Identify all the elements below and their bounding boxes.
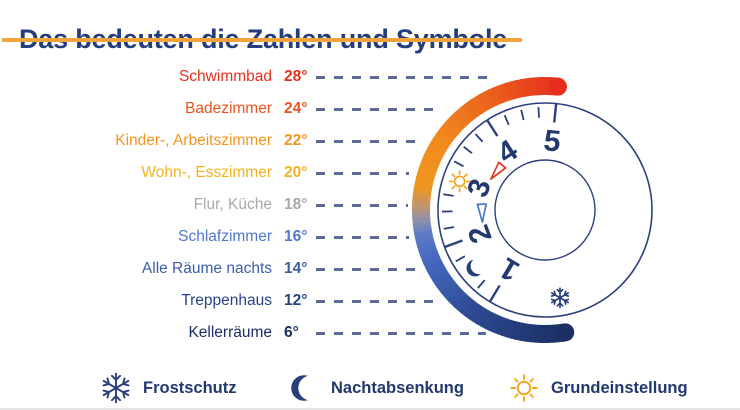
moon-icon bbox=[291, 375, 308, 401]
temperature-value: 20° bbox=[284, 164, 308, 181]
room-label: Badezimmer bbox=[185, 100, 272, 117]
dashed-leader-line bbox=[316, 76, 487, 79]
legend-item-frostschutz: Frostschutz bbox=[100, 372, 237, 404]
temperature-row: Schlafzimmer 16° bbox=[0, 226, 740, 248]
room-label: Kinder-, Arbeitszimmer bbox=[115, 132, 272, 149]
dial-major-tick bbox=[486, 119, 499, 137]
temperature-row: Kinder-, Arbeitszimmer 22° bbox=[0, 130, 740, 152]
temperature-value: 16° bbox=[284, 228, 308, 245]
dial-minor-tick bbox=[520, 109, 525, 121]
temperature-value: 14° bbox=[284, 260, 308, 277]
sun-icon bbox=[510, 374, 538, 402]
temperature-value: 24° bbox=[284, 100, 308, 117]
dial-minor-tick bbox=[463, 146, 473, 154]
dial-minor-tick bbox=[443, 226, 455, 230]
dial-number-5: 5 bbox=[542, 124, 562, 159]
dial-knob-circle bbox=[494, 159, 596, 261]
legend-item-nachtabsenkung: Nachtabsenkung bbox=[288, 372, 464, 404]
temperature-value: 6° bbox=[284, 324, 299, 341]
room-label: Kellerräume bbox=[188, 324, 272, 341]
dial-ticks bbox=[441, 103, 558, 302]
dial-minor-tick bbox=[443, 193, 454, 197]
dashed-leader-line bbox=[316, 204, 408, 207]
dial-minor-tick bbox=[537, 107, 540, 118]
title-underline bbox=[2, 38, 522, 42]
dial-major-tick bbox=[553, 103, 558, 123]
dial-major-tick bbox=[444, 239, 463, 248]
sun-icon bbox=[448, 170, 471, 193]
bottom-border bbox=[0, 408, 740, 410]
temperature-value: 28° bbox=[284, 68, 308, 85]
room-label: Alle Räume nachts bbox=[141, 260, 272, 277]
temperature-row: Wohn-, Esszimmer 20° bbox=[0, 162, 740, 184]
snowflake-icon bbox=[102, 372, 130, 404]
temperature-gradient-arc bbox=[412, 77, 575, 344]
temperature-row: Flur, Küche 18° bbox=[0, 194, 740, 216]
temperature-value: 18° bbox=[284, 196, 308, 213]
dial-minor-tick bbox=[453, 160, 464, 168]
dashed-leader-line bbox=[316, 108, 442, 111]
blue-pointer bbox=[476, 203, 488, 224]
dashed-leader-line bbox=[316, 300, 442, 303]
temperature-row: Badezimmer 24° bbox=[0, 98, 740, 120]
dial-major-tick bbox=[489, 284, 501, 302]
moon-icon bbox=[291, 375, 308, 401]
room-label: Schwimmbad bbox=[178, 68, 272, 85]
dial-minor-tick bbox=[455, 255, 466, 263]
red-pointer bbox=[490, 161, 507, 180]
legend-label-nachtabsenkung: Nachtabsenkung bbox=[331, 378, 464, 397]
temperature-value: 22° bbox=[284, 132, 308, 149]
legend-label-frostschutz: Frostschutz bbox=[143, 378, 237, 397]
moon-icon bbox=[466, 259, 481, 277]
room-label: Schlafzimmer bbox=[178, 228, 272, 245]
sun-icon bbox=[510, 374, 538, 402]
dashed-leader-line bbox=[316, 172, 409, 175]
temperature-row: Treppenhaus 12° bbox=[0, 290, 740, 312]
temperature-list: Schwimmbad 28° Badezimmer 24° Kinder-, Arbei… bbox=[0, 66, 740, 344]
dashed-leader-line bbox=[316, 268, 419, 271]
room-label: Treppenhaus bbox=[181, 292, 272, 309]
room-label: Wohn-, Esszimmer bbox=[141, 164, 272, 181]
temperature-row: Alle Räume nachts 14° bbox=[0, 258, 740, 280]
dial-minor-tick bbox=[477, 279, 486, 289]
snowflake-icon bbox=[102, 372, 130, 404]
temperature-row: Kellerräume 6° bbox=[0, 322, 740, 344]
dashed-leader-line bbox=[316, 140, 415, 143]
snowflake-icon bbox=[550, 287, 570, 309]
temperature-value: 12° bbox=[284, 292, 308, 309]
dashed-leader-line bbox=[316, 236, 409, 239]
legend-item-grundeinstellung: Grundeinstellung bbox=[508, 372, 688, 404]
dashed-leader-line bbox=[316, 332, 486, 335]
room-label: Flur, Küche bbox=[193, 196, 272, 213]
legend-label-grundeinstellung: Grundeinstellung bbox=[551, 378, 688, 397]
dial-minor-tick bbox=[474, 133, 484, 143]
temperature-row: Schwimmbad 28° bbox=[0, 66, 740, 88]
dial-minor-tick bbox=[503, 114, 510, 126]
